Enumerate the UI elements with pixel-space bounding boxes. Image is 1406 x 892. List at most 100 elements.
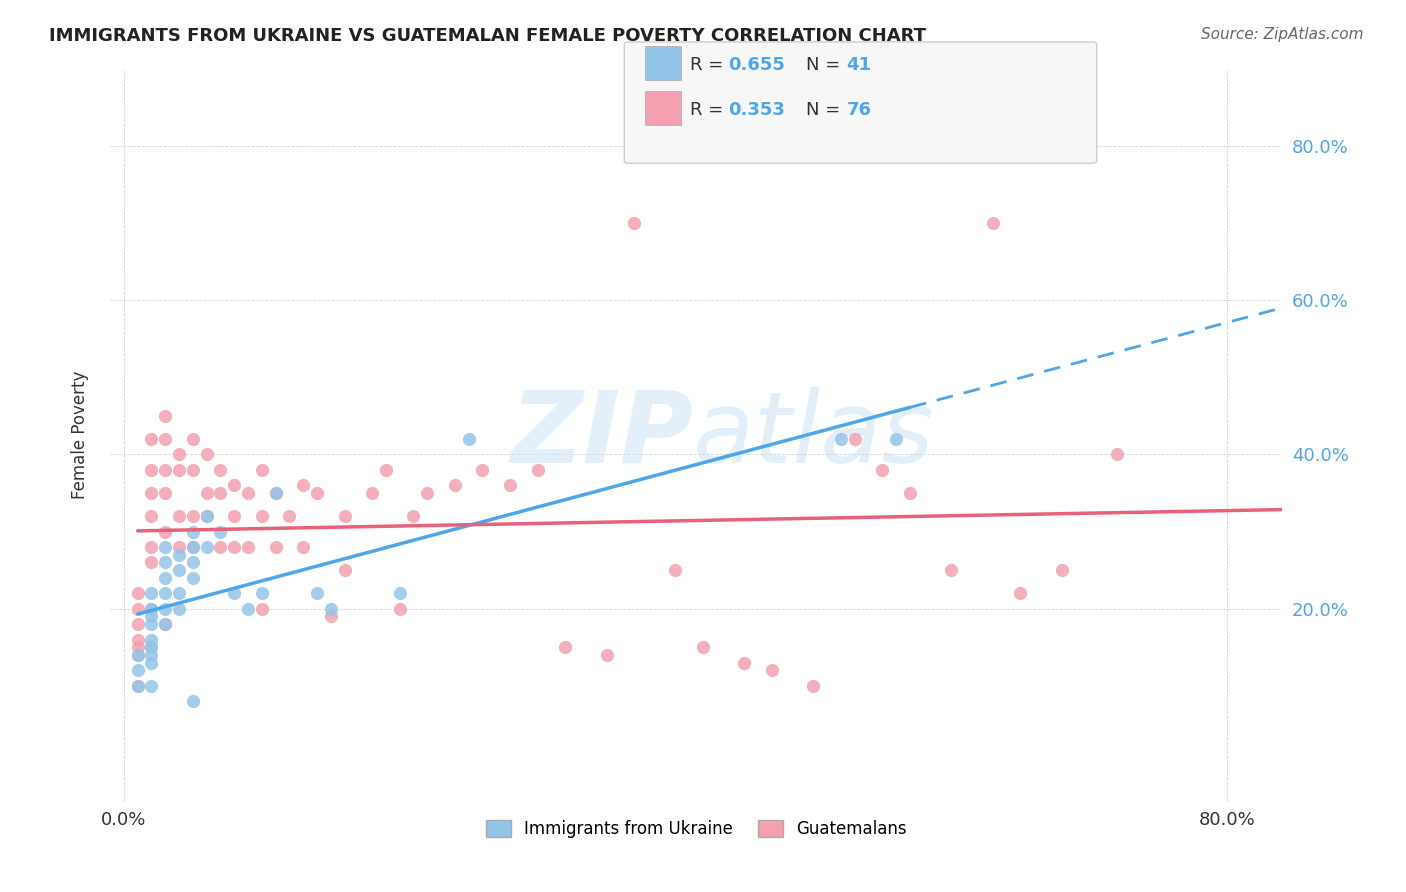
Point (264, 486, 287, 500)
Point (155, 432, 177, 446)
Point (141, 586, 163, 600)
Point (155, 601, 177, 615)
Point (292, 540, 315, 554)
Point (141, 555, 163, 569)
Point (224, 509, 246, 524)
Point (374, 463, 396, 477)
Point (872, 463, 894, 477)
Point (155, 571, 177, 585)
Point (181, 509, 204, 524)
Point (141, 540, 163, 554)
Point (941, 563, 963, 577)
Point (127, 679, 149, 693)
Point (141, 509, 163, 524)
Point (224, 586, 246, 600)
Text: N =: N = (806, 101, 845, 119)
Point (236, 486, 259, 500)
Point (127, 601, 149, 615)
Point (801, 679, 824, 693)
Point (733, 656, 755, 670)
Point (761, 664, 783, 678)
Point (388, 601, 411, 615)
Text: 0.655: 0.655 (728, 56, 785, 74)
Point (292, 478, 315, 492)
Point (181, 540, 204, 554)
Point (167, 586, 190, 600)
Point (141, 640, 163, 655)
Point (155, 524, 177, 539)
Point (127, 586, 149, 600)
Point (181, 571, 204, 585)
Point (195, 509, 218, 524)
Point (181, 463, 204, 477)
Point (141, 432, 163, 446)
Point (981, 216, 1004, 230)
Point (388, 586, 411, 600)
Point (1010, 586, 1032, 600)
Point (236, 601, 259, 615)
Point (195, 509, 218, 524)
Point (181, 432, 204, 446)
Text: 76: 76 (846, 101, 872, 119)
Point (264, 486, 287, 500)
Point (416, 486, 439, 500)
Point (402, 509, 425, 524)
Point (664, 563, 686, 577)
Point (127, 617, 149, 632)
Point (141, 601, 163, 615)
Point (209, 463, 232, 477)
Point (155, 617, 177, 632)
Point (167, 447, 190, 461)
Point (127, 648, 149, 662)
Text: 0.353: 0.353 (728, 101, 785, 119)
Point (471, 463, 494, 477)
Point (264, 540, 287, 554)
Point (141, 463, 163, 477)
Text: IMMIGRANTS FROM UKRAINE VS GUATEMALAN FEMALE POVERTY CORRELATION CHART: IMMIGRANTS FROM UKRAINE VS GUATEMALAN FE… (49, 27, 927, 45)
Point (155, 486, 177, 500)
Point (195, 540, 218, 554)
Point (844, 432, 866, 446)
Point (155, 617, 177, 632)
Point (209, 486, 232, 500)
Text: atlas: atlas (693, 386, 934, 483)
Text: Source: ZipAtlas.com: Source: ZipAtlas.com (1201, 27, 1364, 42)
Point (250, 601, 273, 615)
Point (141, 648, 163, 662)
Point (181, 540, 204, 554)
Point (278, 509, 301, 524)
Point (209, 540, 232, 554)
Point (167, 548, 190, 562)
Point (155, 409, 177, 423)
Point (333, 509, 356, 524)
Point (554, 640, 576, 655)
Point (155, 555, 177, 569)
Point (167, 563, 190, 577)
Text: R =: R = (690, 101, 730, 119)
Point (209, 524, 232, 539)
Point (195, 447, 218, 461)
Point (1105, 447, 1128, 461)
Point (250, 586, 273, 600)
Point (127, 648, 149, 662)
Point (319, 601, 342, 615)
Point (127, 664, 149, 678)
Point (224, 478, 246, 492)
Point (623, 216, 645, 230)
Point (333, 563, 356, 577)
Point (224, 540, 246, 554)
Text: R =: R = (690, 56, 730, 74)
Point (141, 679, 163, 693)
Point (499, 478, 522, 492)
Point (141, 632, 163, 647)
Point (167, 601, 190, 615)
Point (443, 478, 465, 492)
Point (141, 640, 163, 655)
Point (167, 509, 190, 524)
Point (361, 486, 384, 500)
Point (141, 656, 163, 670)
Point (319, 609, 342, 624)
Point (167, 540, 190, 554)
Point (155, 586, 177, 600)
Point (141, 617, 163, 632)
